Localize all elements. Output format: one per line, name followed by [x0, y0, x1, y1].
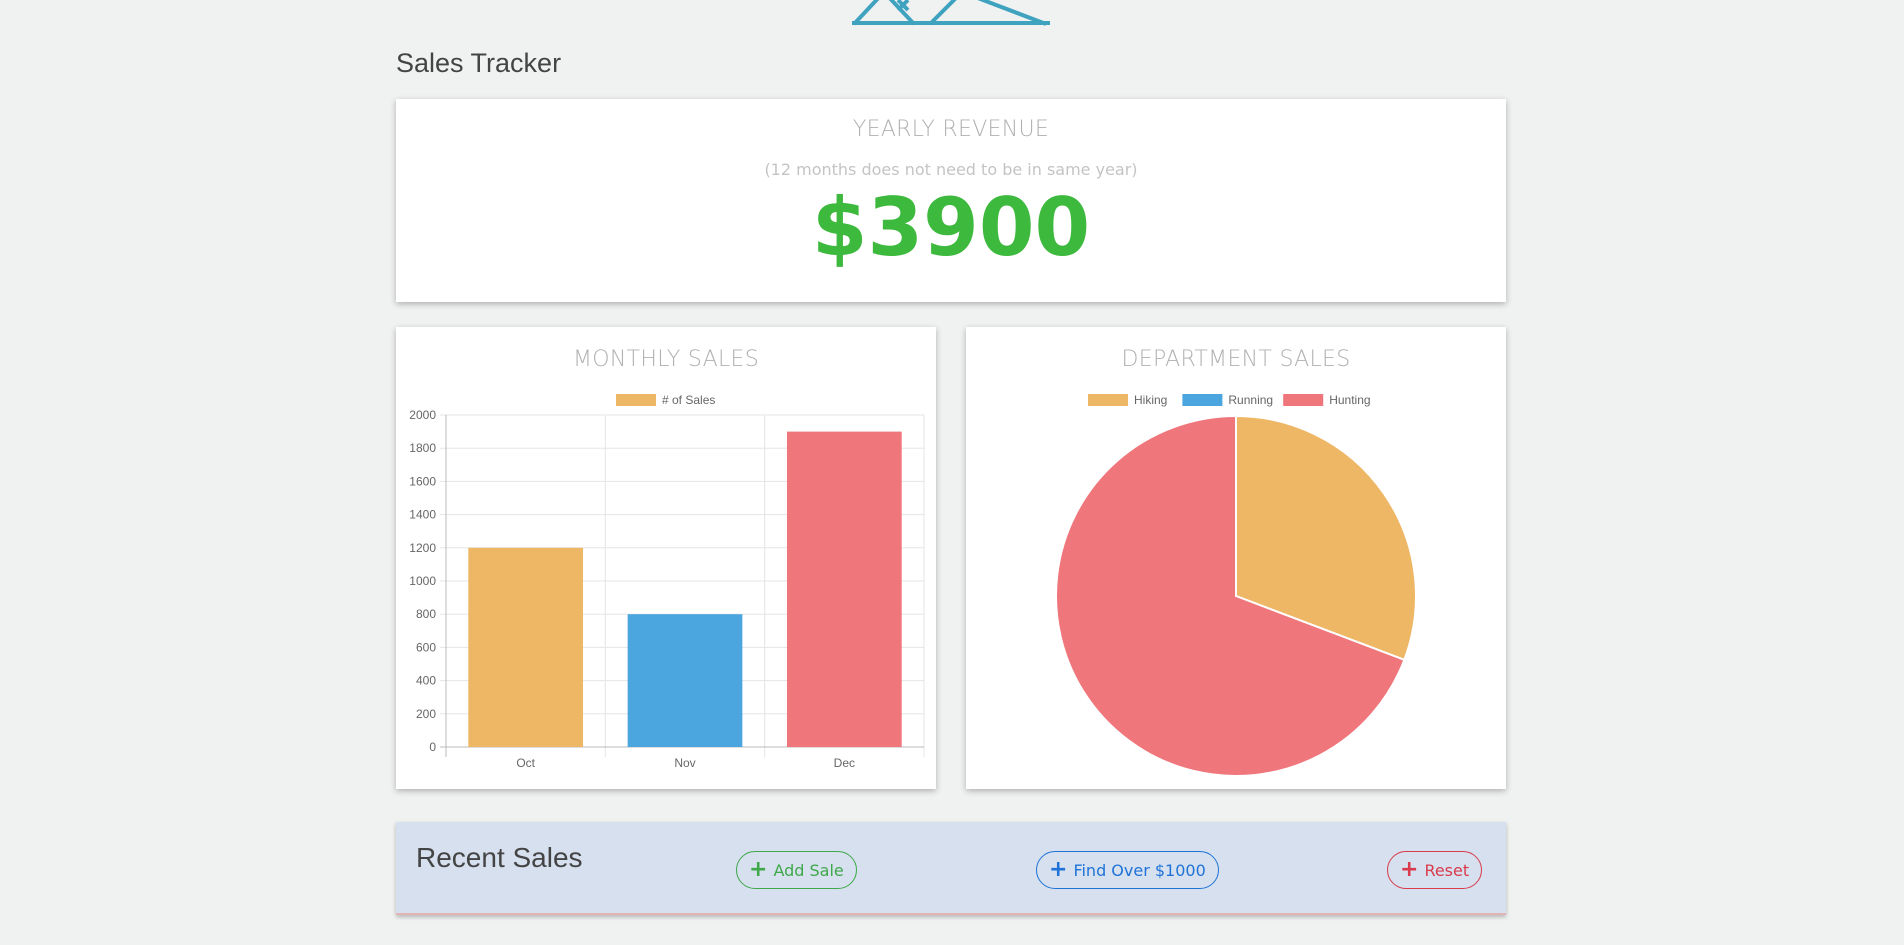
reset-label: Reset: [1424, 860, 1470, 880]
bar-legend: # of Sales: [616, 393, 715, 407]
y-tick-label: 1800: [409, 441, 436, 455]
pie-legend-swatch-hiking: [1088, 394, 1128, 406]
bar-dec: [786, 431, 902, 747]
yearly-revenue-subtitle: (12 months does not need to be in same y…: [764, 160, 1138, 179]
pie-legend-label-running: Running: [1228, 393, 1273, 407]
logo: [852, 0, 1050, 26]
plus-icon: +: [1400, 857, 1419, 882]
monthly-sales-title: MONTHLY SALES: [573, 347, 759, 372]
plus-icon: +: [1049, 857, 1068, 882]
pie-legend-label-hunting: Hunting: [1329, 393, 1370, 407]
department-sales-card: DEPARTMENT SALES Hiking Running Hunting: [966, 327, 1506, 789]
y-tick-label: 1200: [409, 541, 436, 555]
y-tick-label: 1400: [409, 508, 436, 522]
reset-button[interactable]: + Reset: [1387, 851, 1483, 889]
pie-slice-hunting: [1055, 414, 1406, 777]
find-over-1000-label: Find Over $1000: [1073, 860, 1206, 880]
monthly-sales-chart: # of Sales 0 200 400 600 800 1000 1200 1400 1600 1…: [409, 393, 925, 770]
department-sales-chart: Hiking Running Hunting: [1055, 393, 1417, 777]
y-tick-label: 0: [429, 740, 436, 754]
bar-nov: [627, 614, 743, 747]
department-sales-title: DEPARTMENT SALES: [1121, 347, 1351, 372]
x-tick-label: Dec: [834, 756, 855, 770]
pie-legend-swatch-hunting: [1283, 394, 1324, 406]
yearly-revenue-title: YEARLY REVENUE: [852, 117, 1050, 142]
bar-oct: [468, 547, 584, 747]
page-title: Sales Tracker: [396, 48, 562, 78]
x-tick-label: Oct: [516, 756, 535, 770]
y-tick-label: 1000: [409, 574, 436, 588]
find-over-1000-button[interactable]: + Find Over $1000: [1036, 851, 1219, 889]
yearly-revenue-card: YEARLY REVENUE (12 months does not need …: [396, 99, 1506, 302]
add-sale-label: Add Sale: [773, 860, 844, 880]
add-sale-button[interactable]: + Add Sale: [736, 851, 857, 889]
bar-legend-label: # of Sales: [662, 393, 715, 407]
y-tick-label: 200: [416, 707, 436, 721]
y-tick-label: 400: [416, 674, 436, 688]
yearly-revenue-value: $3900: [811, 181, 1091, 274]
pie-slice-hiking: [1235, 414, 1417, 662]
recent-sales-bar: Recent Sales + Add Sale + Find Over $100…: [396, 822, 1506, 915]
monthly-sales-card: MONTHLY SALES # of Sales 0 200 400 600 800 100…: [396, 327, 936, 789]
y-tick-label: 1600: [409, 474, 436, 488]
pie-legend-swatch-running: [1182, 394, 1223, 406]
plus-icon: +: [749, 857, 768, 882]
y-tick-label: 600: [416, 640, 436, 654]
x-tick-label: Nov: [674, 756, 695, 770]
pie-legend-label-hiking: Hiking: [1134, 393, 1167, 407]
y-tick-label: 800: [416, 607, 436, 621]
recent-sales-title: Recent Sales: [416, 842, 583, 873]
y-tick-label: 2000: [409, 408, 436, 422]
bar-legend-swatch: [616, 394, 656, 406]
